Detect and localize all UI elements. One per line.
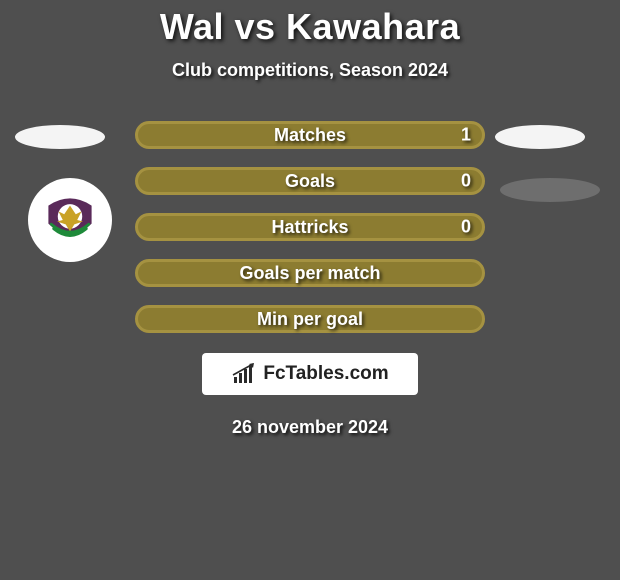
stat-value-right: 0	[461, 217, 471, 238]
stat-value-right: 1	[461, 125, 471, 146]
stat-value-right: 0	[461, 171, 471, 192]
content: Wal vs Kawahara Club competitions, Seaso…	[0, 0, 620, 580]
club-left-badge	[28, 178, 112, 262]
stat-label: Matches	[274, 125, 346, 146]
stat-label: Goals per match	[239, 263, 380, 284]
club-right-placeholder	[500, 178, 600, 202]
chart-icon	[231, 363, 257, 385]
subtitle: Club competitions, Season 2024	[172, 60, 448, 81]
stat-label: Goals	[285, 171, 335, 192]
date-text: 26 november 2024	[232, 417, 388, 438]
stat-label: Min per goal	[257, 309, 363, 330]
player-left-placeholder	[15, 125, 105, 149]
branding-text: FcTables.com	[263, 363, 388, 385]
stat-label: Hattricks	[271, 217, 348, 238]
stat-row: Min per goal	[135, 305, 485, 333]
page-title: Wal vs Kawahara	[160, 6, 460, 48]
stat-row: Goals 0	[135, 167, 485, 195]
club-crest-icon	[34, 184, 106, 256]
stat-row: Matches 1	[135, 121, 485, 149]
branding-badge: FcTables.com	[202, 353, 418, 395]
stat-row: Goals per match	[135, 259, 485, 287]
player-right-placeholder	[495, 125, 585, 149]
stat-row: Hattricks 0	[135, 213, 485, 241]
